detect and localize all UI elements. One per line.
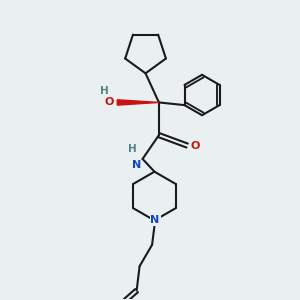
Polygon shape bbox=[117, 100, 159, 105]
Text: H: H bbox=[100, 86, 109, 96]
Text: O: O bbox=[105, 97, 114, 107]
Text: H: H bbox=[128, 144, 137, 154]
Text: N: N bbox=[132, 160, 141, 170]
Text: N: N bbox=[150, 215, 160, 225]
Text: O: O bbox=[191, 140, 200, 151]
